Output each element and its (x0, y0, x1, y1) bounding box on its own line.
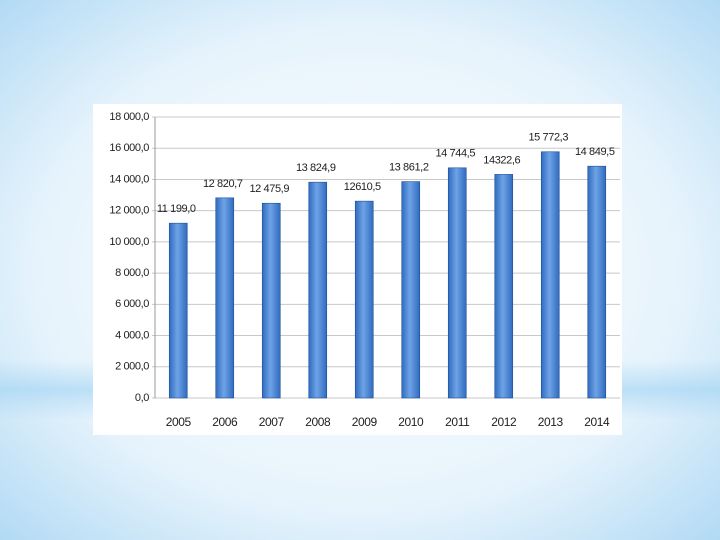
y-tick-label: 4 000,0 (115, 329, 149, 341)
value-label: 12 820,7 (203, 178, 243, 190)
bar (261, 202, 281, 399)
y-tick-label: 16 000,0 (109, 142, 149, 154)
y-tick-label: 12 000,0 (109, 205, 149, 217)
x-tick-label: 2012 (491, 415, 517, 429)
bar (215, 197, 235, 399)
x-tick-label: 2008 (305, 415, 331, 429)
x-tick-label: 2013 (538, 415, 564, 429)
bar (168, 222, 188, 399)
value-label: 12 475,9 (249, 183, 289, 195)
bar (447, 167, 467, 399)
value-label: 14322,6 (483, 154, 520, 166)
y-tick-label: 8 000,0 (115, 267, 149, 279)
bar (354, 200, 374, 399)
y-tick-label: 0,0 (135, 392, 149, 404)
y-tick-label: 14 000,0 (109, 173, 149, 185)
value-label: 14 849,5 (575, 146, 615, 158)
value-label: 13 824,9 (296, 162, 336, 174)
bar (401, 181, 421, 399)
x-tick-label: 2009 (352, 415, 378, 429)
x-tick-label: 2005 (166, 415, 192, 429)
value-label: 15 772,3 (528, 132, 568, 144)
value-label: 11 199,0 (157, 203, 196, 215)
bar (540, 151, 560, 399)
x-tick-label: 2014 (584, 415, 610, 429)
x-tick-label: 2010 (398, 415, 424, 429)
bar (308, 181, 328, 399)
x-tick-label: 2006 (212, 415, 238, 429)
bar (587, 165, 607, 399)
x-tick-label: 2007 (259, 415, 285, 429)
x-tick-label: 2011 (445, 415, 470, 429)
value-label: 14 744,5 (435, 148, 475, 160)
y-tick-label: 10 000,0 (109, 236, 149, 248)
y-tick-label: 2 000,0 (115, 361, 149, 373)
y-tick-label: 6 000,0 (115, 298, 149, 310)
value-label: 13 861,2 (389, 162, 429, 174)
bar (494, 174, 514, 399)
y-tick-label: 18 000,0 (109, 111, 149, 123)
value-label: 12610,5 (344, 181, 381, 193)
